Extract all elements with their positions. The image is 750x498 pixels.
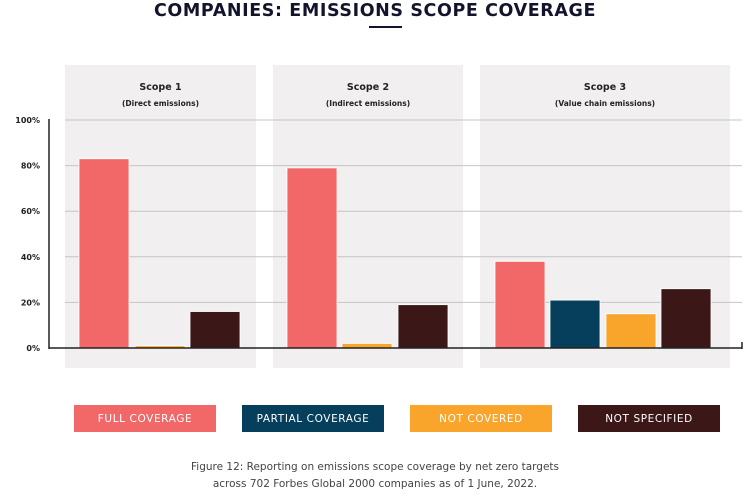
y-tick-label: 60% bbox=[21, 207, 40, 216]
category-label: Scope 1 bbox=[139, 82, 181, 93]
bar-chart: Scope 1 (Direct emissions) Scope 2 (Indirec… bbox=[15, 65, 743, 368]
legend-label: NOT COVERED bbox=[439, 412, 523, 425]
bar-not-specified bbox=[397, 304, 449, 349]
bar-full-coverage bbox=[494, 260, 546, 349]
y-tick-label: 100% bbox=[15, 116, 40, 125]
bar-not-covered bbox=[605, 313, 657, 349]
y-tick-label: 0% bbox=[26, 344, 40, 353]
title-underline bbox=[369, 26, 402, 28]
legend-partial-coverage: PARTIAL COVERAGE bbox=[242, 405, 384, 432]
legend-label: FULL COVERAGE bbox=[97, 412, 193, 425]
legend-full-coverage: FULL COVERAGE bbox=[74, 405, 216, 432]
bar-full-coverage bbox=[286, 167, 338, 349]
category-sublabel: (Value chain emissions) bbox=[555, 99, 655, 108]
chart-title: COMPANIES: EMISSIONS SCOPE COVERAGE bbox=[153, 1, 597, 21]
category-label: Scope 3 bbox=[584, 82, 626, 93]
legend-label: PARTIAL COVERAGE bbox=[256, 412, 370, 425]
bar-not-specified bbox=[189, 311, 241, 349]
legend-not-specified: NOT SPECIFIED bbox=[578, 405, 720, 432]
legend-not-covered: NOT COVERED bbox=[410, 405, 552, 432]
legend-label: NOT SPECIFIED bbox=[605, 412, 693, 425]
figure-caption: Figure 12: Reporting on emissions scope … bbox=[0, 459, 750, 493]
category-label: Scope 2 bbox=[347, 82, 389, 93]
bar-partial-coverage bbox=[549, 299, 601, 349]
y-tick-label: 20% bbox=[21, 298, 40, 307]
bar-full-coverage bbox=[78, 158, 130, 349]
bar-not-specified bbox=[660, 288, 712, 349]
y-tick-label: 40% bbox=[21, 253, 40, 262]
caption-line: across 702 Forbes Global 2000 companies … bbox=[212, 478, 538, 490]
category-sublabel: (Indirect emissions) bbox=[326, 99, 410, 108]
caption-line: Figure 12: Reporting on emissions scope … bbox=[191, 461, 559, 473]
y-tick-label: 80% bbox=[21, 162, 40, 171]
category-sublabel: (Direct emissions) bbox=[122, 99, 199, 108]
